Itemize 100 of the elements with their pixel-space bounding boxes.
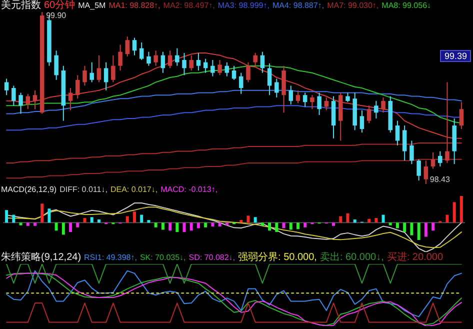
candlestick <box>54 50 58 80</box>
candlestick <box>104 62 108 91</box>
candlestick <box>360 110 364 134</box>
bar <box>19 222 22 226</box>
bar <box>147 220 150 223</box>
candlestick <box>302 92 308 108</box>
bar <box>48 208 51 223</box>
bar <box>54 222 58 231</box>
bar <box>83 218 86 223</box>
text: SK: 70.035↓, <box>140 253 186 262</box>
text: MACD: -0.013↑, <box>160 185 218 194</box>
candlestick <box>118 44 122 72</box>
candlestick <box>210 59 215 77</box>
candlestick <box>4 78 9 96</box>
legend-title: MA_5M <box>78 1 106 10</box>
bar <box>97 219 100 223</box>
series-label: RSI1: 49.398↑, <box>84 253 137 262</box>
candlestick <box>146 51 151 66</box>
text: MA2: 98.497↑, <box>163 1 215 10</box>
candlestick <box>232 65 236 80</box>
annotation: 99.39 <box>440 50 471 62</box>
text: DIFF: 0.011↓, <box>60 185 108 194</box>
candlestick <box>12 85 16 106</box>
candlestick <box>288 85 293 105</box>
series-label: DEA: 0.017↓, <box>110 185 158 194</box>
candlestick <box>267 62 272 96</box>
bar <box>62 222 65 235</box>
candlestick <box>410 140 414 165</box>
candlestick <box>182 52 186 76</box>
candlestick <box>310 94 314 110</box>
candlestick <box>238 72 244 94</box>
bar <box>282 222 286 228</box>
candlestick <box>395 120 400 146</box>
bar <box>5 210 8 223</box>
candlestick <box>90 62 94 83</box>
candlestick <box>189 54 194 72</box>
bar <box>460 196 463 223</box>
bar <box>432 222 435 231</box>
candlestick <box>132 37 137 56</box>
bar <box>218 222 222 226</box>
bar <box>417 222 420 240</box>
candlestick <box>374 100 378 119</box>
bar <box>304 222 307 228</box>
candlestick <box>416 158 421 181</box>
text: MA8: 99.056↓ <box>382 1 432 10</box>
candlestick <box>424 160 428 184</box>
bar <box>161 222 164 230</box>
candlestick <box>175 48 180 66</box>
bar <box>168 222 172 231</box>
bar <box>452 202 456 223</box>
bar <box>176 222 179 232</box>
bar <box>446 214 449 223</box>
candlestick <box>324 96 329 111</box>
candlestick <box>160 51 166 74</box>
bar <box>289 222 292 230</box>
bar <box>26 222 30 226</box>
bar <box>133 212 136 223</box>
bar <box>339 216 342 223</box>
bar <box>204 222 208 228</box>
text: MA7: 99.030↑, <box>327 1 379 10</box>
text: MA1: 98.828↑, <box>108 1 160 10</box>
candlestick <box>196 52 201 72</box>
text: 强弱分界: 50.000, <box>238 252 317 263</box>
candlestick <box>296 90 300 104</box>
bar <box>332 222 335 226</box>
bar <box>40 204 44 223</box>
bar <box>296 222 300 230</box>
bar <box>69 222 72 232</box>
candlestick <box>139 42 144 60</box>
candlestick <box>68 88 73 111</box>
bar <box>275 222 278 232</box>
candlestick <box>96 54 102 83</box>
candlestick <box>260 51 265 74</box>
candlestick <box>26 93 30 110</box>
candlestick <box>366 105 372 124</box>
bar <box>424 222 428 237</box>
candlestick <box>82 65 87 86</box>
bar <box>268 222 272 231</box>
candlestick <box>402 124 407 162</box>
candlestick <box>111 54 116 83</box>
chart-title: MACD(26,12,9) <box>1 185 57 194</box>
bar <box>225 222 228 226</box>
candlestick <box>32 90 38 110</box>
candlestick <box>18 92 23 114</box>
candlestick <box>438 150 442 167</box>
bar <box>240 220 243 223</box>
candlestick <box>224 62 230 77</box>
series-label: 卖出: 60.000↓, <box>320 252 384 263</box>
candlestick <box>459 102 464 130</box>
candlestick <box>125 36 130 57</box>
bar <box>388 222 392 226</box>
bar <box>346 213 350 223</box>
bar <box>353 219 356 223</box>
candlestick <box>246 62 250 83</box>
text: MA3: 98.999↑, <box>218 1 270 10</box>
bar <box>90 217 94 223</box>
bar <box>12 214 16 223</box>
annotation: 98.43 <box>430 175 450 184</box>
bar <box>126 216 129 223</box>
bar <box>396 222 399 228</box>
